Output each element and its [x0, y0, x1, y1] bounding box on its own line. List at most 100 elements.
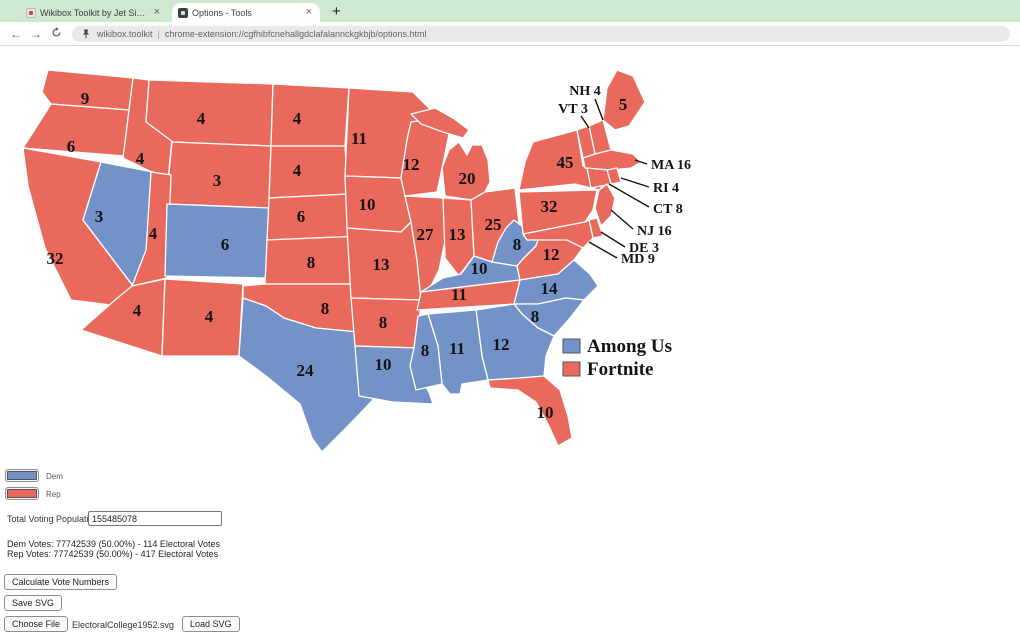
- state-ev-wy: 3: [213, 171, 222, 190]
- state-fl[interactable]: [487, 375, 573, 447]
- state-nm[interactable]: [161, 278, 244, 357]
- state-tx[interactable]: [238, 297, 374, 453]
- tab-title: Options - Tools: [192, 7, 252, 18]
- url-extension-name: wikibox.toolkit: [97, 28, 153, 39]
- callout-line-de: [600, 231, 626, 248]
- state-ev-sd: 4: [293, 161, 302, 180]
- state-ev-az: 4: [133, 301, 142, 320]
- dem-votes-text: Dem Votes: 77742539 (50.00%) - 114 Elect…: [7, 539, 220, 549]
- state-ev-wv: 8: [513, 235, 522, 254]
- callout-label-de: DE 3: [629, 241, 659, 256]
- tab-strip: Wikibox Toolkit by Jet Simon × Options -…: [0, 0, 1020, 22]
- legend-dem-label: Among Us: [587, 336, 672, 357]
- callout-line-ma: [634, 159, 648, 165]
- tab-title: Wikibox Toolkit by Jet Simon: [40, 7, 152, 18]
- callout-label-ma: MA 16: [651, 158, 691, 173]
- state-nj[interactable]: [594, 183, 616, 227]
- state-mt[interactable]: [145, 79, 274, 147]
- state-sd[interactable]: [268, 145, 349, 199]
- callout-label-md: MD 9: [621, 252, 655, 267]
- tab-options-tools[interactable]: Options - Tools ×: [172, 3, 320, 22]
- state-ev-pa: 32: [541, 197, 558, 216]
- callout-line-nh: [594, 98, 604, 121]
- state-ev-mt: 4: [197, 109, 206, 128]
- state-ev-ks: 8: [307, 253, 316, 272]
- state-mi[interactable]: [410, 107, 470, 139]
- state-me[interactable]: [602, 69, 646, 131]
- new-tab-button[interactable]: +: [332, 3, 341, 20]
- state-md[interactable]: [522, 219, 594, 249]
- url-text: wikibox.toolkit | chrome-extension://cgfhi…: [97, 29, 427, 39]
- refresh-icon: [52, 26, 61, 36]
- state-ev-la: 10: [375, 355, 392, 374]
- state-ev-sc: 8: [531, 307, 540, 326]
- rep-color-button[interactable]: [5, 487, 39, 500]
- state-ev-mi: 20: [459, 169, 476, 188]
- calculate-vote-numbers-button[interactable]: Calculate Vote Numbers: [4, 574, 118, 590]
- population-input[interactable]: [88, 511, 222, 526]
- callout-label-nj: NJ 16: [637, 224, 672, 239]
- state-nd[interactable]: [270, 83, 350, 147]
- state-ms[interactable]: [409, 313, 443, 391]
- population-label: Total Voting Population:: [7, 514, 102, 524]
- states-group: [22, 69, 646, 453]
- state-ev-va: 12: [543, 245, 560, 264]
- options-favicon-icon: [178, 7, 188, 18]
- state-ev-tn: 11: [451, 285, 467, 304]
- legend-rep-swatch: [562, 361, 581, 377]
- callout-label-ct: CT 8: [653, 202, 683, 217]
- state-ev-nc: 14: [541, 279, 559, 298]
- choose-file-button[interactable]: Choose File: [4, 616, 69, 632]
- url-bar[interactable]: wikibox.toolkit | chrome-extension://cgfhi…: [72, 25, 1010, 42]
- state-ev-in: 13: [449, 225, 466, 244]
- state-ev-ny: 45: [557, 153, 574, 172]
- load-svg-button[interactable]: Load SVG: [182, 616, 240, 632]
- state-az[interactable]: [80, 278, 166, 357]
- wikibox-favicon-icon: [26, 7, 36, 18]
- state-ia[interactable]: [344, 175, 412, 233]
- state-ev-ms: 8: [421, 341, 430, 360]
- dem-color-swatch: [7, 471, 37, 480]
- state-ev-mn: 11: [351, 129, 367, 148]
- state-ct[interactable]: [586, 167, 612, 189]
- navigation-bar: ← → wikibox.toolkit | chrome-extension://c…: [0, 22, 1020, 46]
- dem-swatch-label: Dem: [46, 472, 63, 481]
- callout-label-vt: VT 3: [558, 102, 588, 117]
- state-ev-nv: 3: [95, 207, 104, 226]
- url-separator: |: [157, 28, 160, 39]
- state-or[interactable]: [22, 103, 130, 157]
- legend-rep-label: Fortnite: [587, 359, 653, 380]
- map-legend: Among Us Fortnite: [562, 336, 672, 380]
- state-ev-tx: 24: [297, 361, 315, 380]
- save-svg-button[interactable]: Save SVG: [4, 595, 63, 611]
- state-co[interactable]: [164, 203, 270, 279]
- state-ev-ut: 4: [149, 224, 158, 243]
- state-ev-ok: 8: [321, 299, 330, 318]
- state-ev-nm: 4: [205, 307, 214, 326]
- callout-label-ri: RI 4: [653, 181, 679, 196]
- state-ev-id: 4: [136, 149, 145, 168]
- refresh-button[interactable]: [46, 26, 66, 41]
- extension-pin-icon: [82, 29, 90, 38]
- tab-wikibox-toolkit[interactable]: Wikibox Toolkit by Jet Simon ×: [20, 3, 168, 22]
- rep-swatch-label: Rep: [46, 490, 61, 499]
- legend-dem-swatch: [562, 338, 581, 354]
- state-ev-mo: 13: [373, 255, 390, 274]
- callout-line-md: [588, 241, 618, 259]
- close-icon[interactable]: ×: [153, 6, 160, 18]
- forward-button[interactable]: →: [30, 26, 42, 41]
- close-icon[interactable]: ×: [305, 6, 312, 18]
- dem-color-button[interactable]: [5, 469, 39, 482]
- state-ev-fl: 10: [537, 403, 554, 422]
- state-ev-or: 6: [67, 137, 76, 156]
- state-ev-nd: 4: [293, 109, 302, 128]
- state-ev-al: 11: [449, 339, 465, 358]
- state-ev-co: 6: [221, 235, 230, 254]
- chosen-file-name: ElectoralCollege1952.svg: [72, 620, 175, 630]
- back-button[interactable]: ←: [10, 26, 22, 41]
- rep-votes-text: Rep Votes: 77742539 (50.00%) - 417 Elect…: [7, 549, 219, 559]
- state-ev-ne: 6: [297, 207, 306, 226]
